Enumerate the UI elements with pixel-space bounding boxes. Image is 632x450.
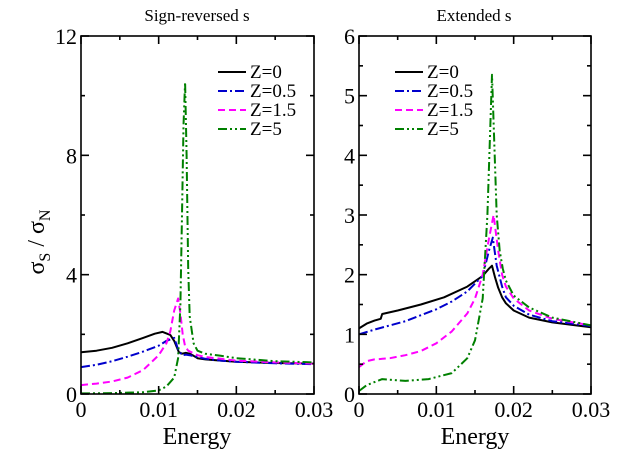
legend-label: Z=0.5 [427,81,473,102]
y-tick-label: 6 [344,24,355,49]
y-axis-label: σS / σN [24,209,54,274]
legend: Z=0Z=0.5Z=1.5Z=5 [395,62,473,140]
series-line-z-1-5 [80,297,315,387]
series-line-z-0-5 [80,336,315,369]
x-tick-label: 0 [76,397,87,422]
y-tick-label: 1 [344,322,355,347]
series-line-z-0 [80,330,315,365]
panel-extended: Extended s 0 0.01 0.02 0.03 0 1 2 3 4 5 6 Z=0Z=0.5… [344,6,610,450]
y-tick-label: 8 [66,143,77,168]
legend-label: Z=0 [250,62,282,83]
legend-label: Z=1.5 [250,100,296,121]
y-tick-label: 0 [66,382,77,407]
series-line-z-0 [358,264,592,330]
series-line-z-5 [358,73,592,392]
y-tick-label: 5 [344,84,355,109]
legend-label: Z=5 [250,119,282,140]
x-axis-label: Energy [163,424,232,450]
plot-frame [80,35,315,395]
series-layer [358,73,592,392]
y-tick-label: 4 [66,263,77,288]
tick-layer: 0 0.01 0.02 0.03 0 4 8 12 [55,24,333,422]
x-tick-label: 0.02 [217,397,256,422]
series-layer [80,81,315,395]
series-line-z-5 [80,81,315,395]
y-tick-label: 0 [344,382,355,407]
y-tick-label: 2 [344,263,355,288]
x-tick-label: 0.01 [417,397,456,422]
y-tick-label: 12 [55,24,77,49]
panel-title: Sign-reversed s [144,6,249,25]
x-tick-label: 0.03 [295,397,334,422]
y-axis-label-sigma-s: σ [24,262,50,275]
y-axis-label-sub-s: S [37,253,54,262]
y-axis-label-sigma-n: σ [24,221,50,234]
legend: Z=0Z=0.5Z=1.5Z=5 [218,62,296,140]
y-axis-label-slash: / [24,234,50,253]
legend-label: Z=0.5 [250,81,296,102]
legend-label: Z=5 [427,119,459,140]
series-line-z-1-5 [358,214,592,368]
legend-label: Z=0 [427,62,459,83]
x-tick-label: 0 [354,397,365,422]
tick-layer: 0 0.01 0.02 0.03 0 1 2 3 4 5 6 [344,24,610,422]
x-tick-label: 0.01 [139,397,178,422]
panel-title: Extended s [436,6,511,25]
plot-frame [358,35,592,395]
y-axis-label-sub-n: N [37,209,54,221]
x-tick-label: 0.03 [572,397,611,422]
x-tick-label: 0.02 [494,397,533,422]
legend-label: Z=1.5 [427,100,473,121]
y-tick-label: 4 [344,143,355,168]
y-tick-label: 3 [344,203,355,228]
x-axis-label: Energy [441,424,510,450]
